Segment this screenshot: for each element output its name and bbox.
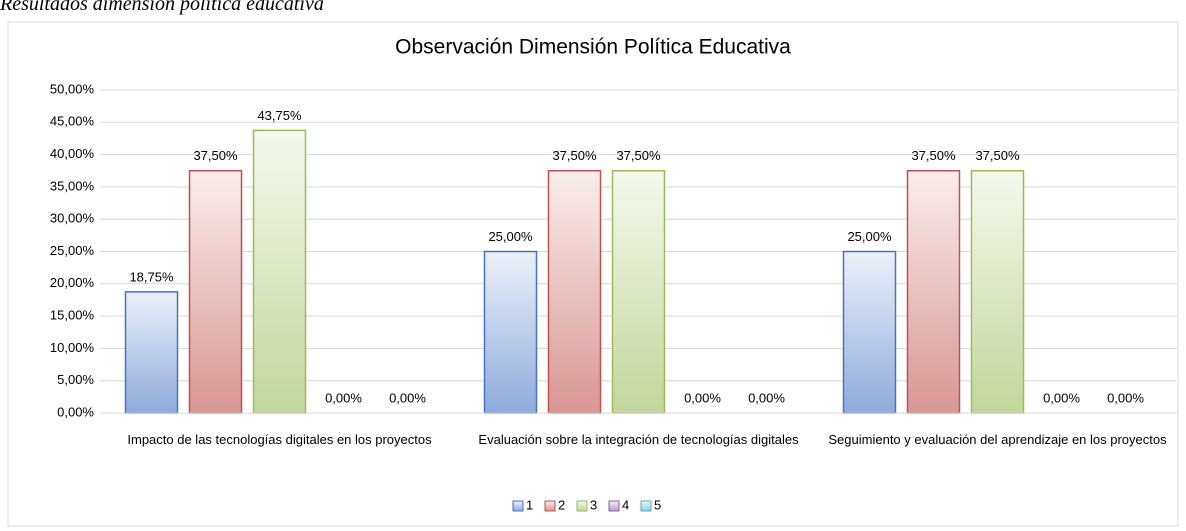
y-tick-label: 50,00%	[50, 81, 95, 96]
bar	[483, 250, 538, 414]
bar	[252, 129, 307, 414]
y-tick-label: 30,00%	[50, 211, 95, 226]
legend-swatch	[640, 500, 652, 512]
legend-label: 1	[526, 497, 533, 512]
y-tick-label: 10,00%	[50, 340, 95, 355]
data-label: 0,00%	[1107, 390, 1144, 405]
legend-label: 3	[590, 497, 597, 512]
data-label: 25,00%	[488, 229, 533, 244]
legend-swatch	[544, 500, 556, 512]
y-tick-label: 0,00%	[57, 404, 94, 419]
y-tick-label: 45,00%	[50, 114, 95, 129]
data-label: 37,50%	[552, 148, 597, 163]
data-label: 43,75%	[257, 108, 302, 123]
y-tick-label: 35,00%	[50, 178, 95, 193]
data-label: 0,00%	[1043, 390, 1080, 405]
bar	[611, 170, 666, 414]
data-label: 0,00%	[389, 390, 426, 405]
data-label: 37,50%	[911, 148, 956, 163]
x-tick-label: Impacto de las tecnologías digitales en …	[127, 432, 432, 447]
legend-swatch	[576, 500, 588, 512]
data-label: 37,50%	[616, 148, 661, 163]
bar	[970, 170, 1025, 414]
x-tick-label: Evaluación sobre la integración de tecno…	[478, 432, 799, 447]
data-label: 0,00%	[325, 390, 362, 405]
y-tick-label: 5,00%	[57, 372, 94, 387]
bar	[188, 170, 243, 414]
legend-swatch	[608, 500, 620, 512]
bar	[547, 170, 602, 414]
bar	[842, 250, 897, 414]
y-tick-label: 40,00%	[50, 146, 95, 161]
legend-swatch	[512, 500, 524, 512]
data-label: 18,75%	[129, 269, 174, 284]
data-label: 0,00%	[684, 390, 721, 405]
data-label: 0,00%	[748, 390, 785, 405]
legend-label: 4	[622, 497, 629, 512]
x-tick-label: Seguimiento y evaluación del aprendizaje…	[828, 432, 1167, 447]
y-tick-label: 15,00%	[50, 308, 95, 323]
bar	[124, 291, 179, 414]
y-tick-label: 20,00%	[50, 275, 95, 290]
data-label: 37,50%	[193, 148, 238, 163]
legend-label: 5	[654, 497, 661, 512]
y-tick-label: 25,00%	[50, 243, 95, 258]
chart-title: Observación Dimensión Política Educativa	[395, 36, 791, 59]
legend-label: 2	[558, 497, 565, 512]
data-label: 37,50%	[975, 148, 1020, 163]
data-label: 25,00%	[847, 229, 892, 244]
caption: Resultados dimensión política educativa	[0, 0, 324, 15]
bar	[906, 170, 961, 414]
